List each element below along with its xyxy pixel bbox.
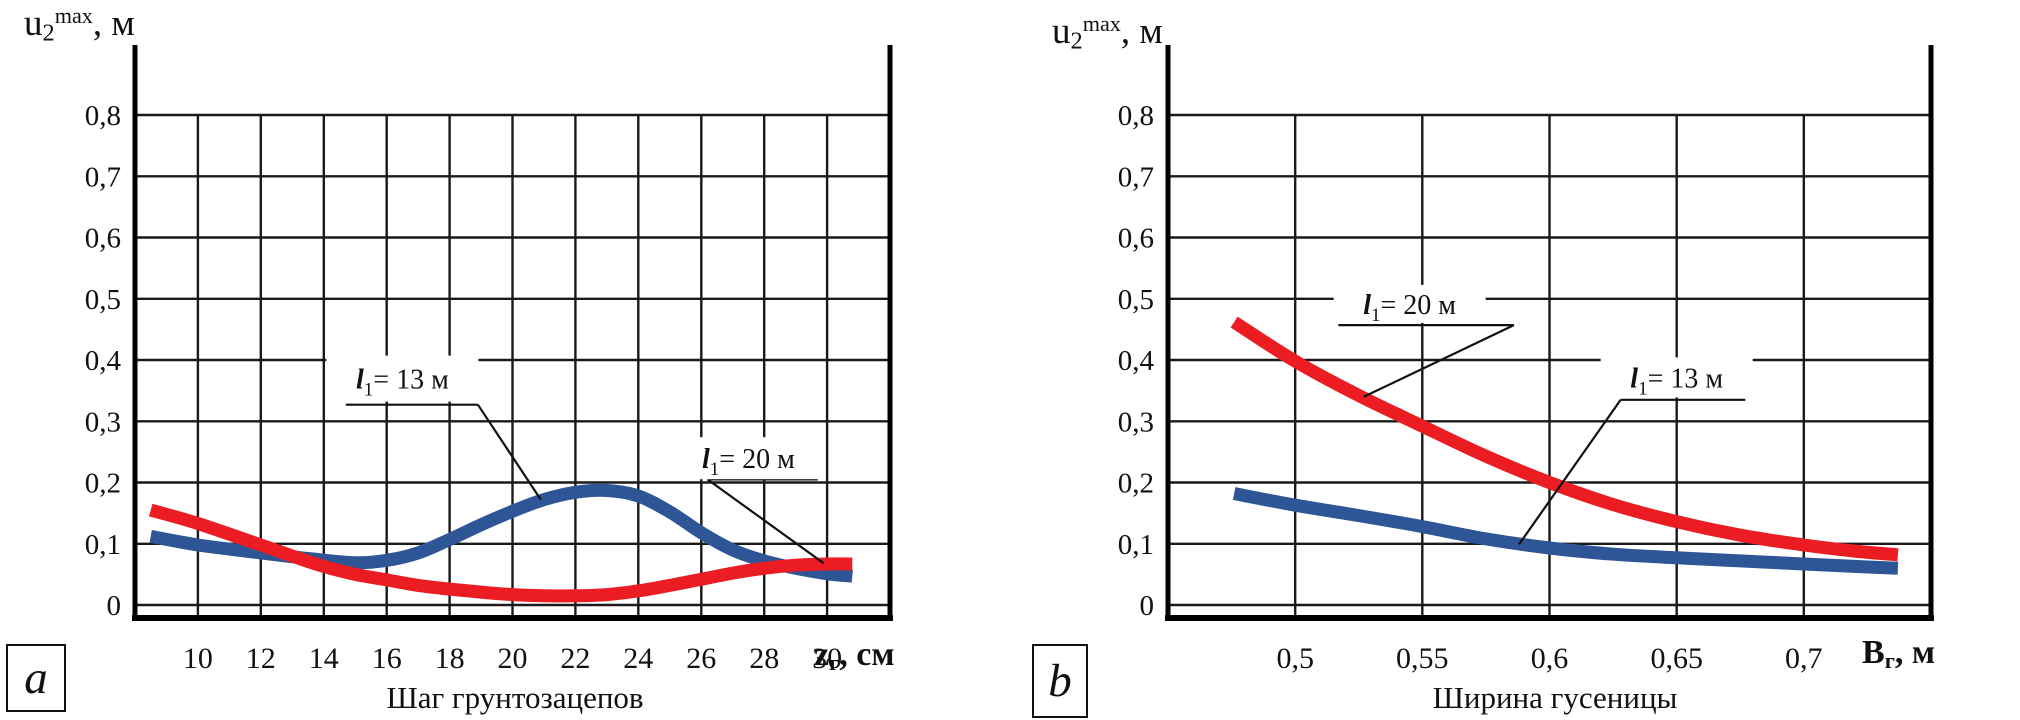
x-tick-label: 28 <box>749 642 779 675</box>
x-tick-label: 10 <box>183 642 213 675</box>
y-tick-label: 0,2 <box>1118 468 1154 500</box>
y-tick-label: 0 <box>1140 590 1155 622</box>
x-axis-unit-b-sub: г <box>1884 647 1895 673</box>
x-axis-unit-b-base: B <box>1862 634 1885 671</box>
y-tick-label: 0,6 <box>1118 223 1154 255</box>
x-tick-label: 24 <box>623 642 653 675</box>
x-axis-unit-b: Bг, м <box>1862 634 1935 674</box>
panel-label-box-a: a <box>6 644 66 712</box>
y-tick-label: 0,7 <box>85 161 121 193</box>
panel-letter-b: b <box>1048 654 1072 707</box>
x-tick-label: 16 <box>372 642 402 675</box>
annotation-leader-line <box>476 404 542 501</box>
annotation-label: l1= 20 м <box>702 444 795 480</box>
annotation-label-mask <box>672 437 825 480</box>
annotation-label-mask <box>326 355 479 402</box>
x-tick-label: 20 <box>498 642 528 675</box>
chart-panel-b: 0,8 0,7 0,6 0,5 0,4 0,3 0,2 0,1 0 0,5 0,55 0,6 0,65 0… <box>1118 45 1934 675</box>
x-tick-label: 30 <box>812 642 842 675</box>
y-tick-label: 0,1 <box>85 529 121 561</box>
x-tick-label: 14 <box>309 642 339 675</box>
annotation-leader-line <box>1363 324 1515 398</box>
annotation-label: l1= 13 м <box>356 365 449 401</box>
y-axis-label-a: u2max, м <box>24 2 135 47</box>
annotation-leader-line <box>1518 399 1622 546</box>
y-tick-label: 0,8 <box>85 100 121 132</box>
y-axis-label-a-base: u <box>24 3 43 44</box>
x-axis-unit-a-base: z <box>814 636 830 673</box>
annotation-label-mask <box>1333 284 1486 323</box>
y-tick-label: 0,3 <box>85 406 121 438</box>
y-axis-label-b-sup: max <box>1082 10 1121 36</box>
y-tick-label: 0,3 <box>1118 406 1154 438</box>
x-tick-label: 22 <box>560 642 590 675</box>
x-tick-label: 0,7 <box>1785 642 1823 675</box>
y-tick-label: 0,4 <box>85 345 122 377</box>
x-tick-label: 0,5 <box>1276 642 1314 675</box>
x-tick-label: 26 <box>686 642 716 675</box>
series-line-red-b <box>1230 316 1899 562</box>
y-tick-label: 0,7 <box>1118 161 1154 193</box>
chart-panel-a: 0,8 0,7 0,6 0,5 0,4 0,3 0,2 0,1 0 10 12 14 16 18 20 22 2… <box>85 45 893 675</box>
y-axis-label-b-sub: 2 <box>1070 27 1083 55</box>
y-axis-label-a-sup: max <box>54 2 93 28</box>
y-tick-label: 0,5 <box>85 284 121 316</box>
series-line-red-a <box>148 503 853 603</box>
annotation-label: l1= 13 м <box>1630 363 1723 399</box>
x-tick-label: 0,6 <box>1531 642 1569 675</box>
y-tick-label: 0,1 <box>1118 529 1154 561</box>
x-axis-unit-b-rest: , м <box>1894 634 1936 671</box>
x-tick-label: 18 <box>435 642 465 675</box>
x-tick-label: 0,65 <box>1650 642 1703 675</box>
x-tick-label: 0,55 <box>1396 642 1449 675</box>
y-axis-label-a-rest: , м <box>92 3 135 44</box>
y-tick-label: 0,5 <box>1118 284 1154 316</box>
x-tick-label: 12 <box>246 642 276 675</box>
y-tick-label: 0,6 <box>85 223 121 255</box>
panel-label-box-b: b <box>1032 644 1088 718</box>
y-tick-label: 0,2 <box>85 468 121 500</box>
x-axis-unit-a: zг, см <box>814 636 895 676</box>
annotation-label-mask <box>1600 357 1753 398</box>
y-tick-label: 0,4 <box>1118 345 1155 377</box>
y-tick-label: 0,8 <box>1118 100 1154 132</box>
y-axis-label-b-rest: , м <box>1120 11 1163 52</box>
x-axis-caption-b: Ширина гусеницы <box>1432 680 1678 715</box>
panel-letter-a: a <box>24 651 48 704</box>
series-line-blue-b <box>1232 487 1899 575</box>
y-axis-label-b: u2max, м <box>1052 10 1163 55</box>
y-tick-label: 0 <box>107 590 122 622</box>
x-axis-caption-a: Шаг грунтозацепов <box>386 680 644 715</box>
series-line-blue-a <box>149 483 853 583</box>
annotation-label: l1= 20 м <box>1363 290 1456 326</box>
x-axis-unit-a-sub: г <box>829 649 840 675</box>
y-axis-label-b-base: u <box>1052 11 1071 52</box>
annotation-leader-line <box>706 478 825 565</box>
x-axis-unit-a-rest: , см <box>839 636 895 673</box>
y-axis-label-a-sub: 2 <box>42 19 55 47</box>
